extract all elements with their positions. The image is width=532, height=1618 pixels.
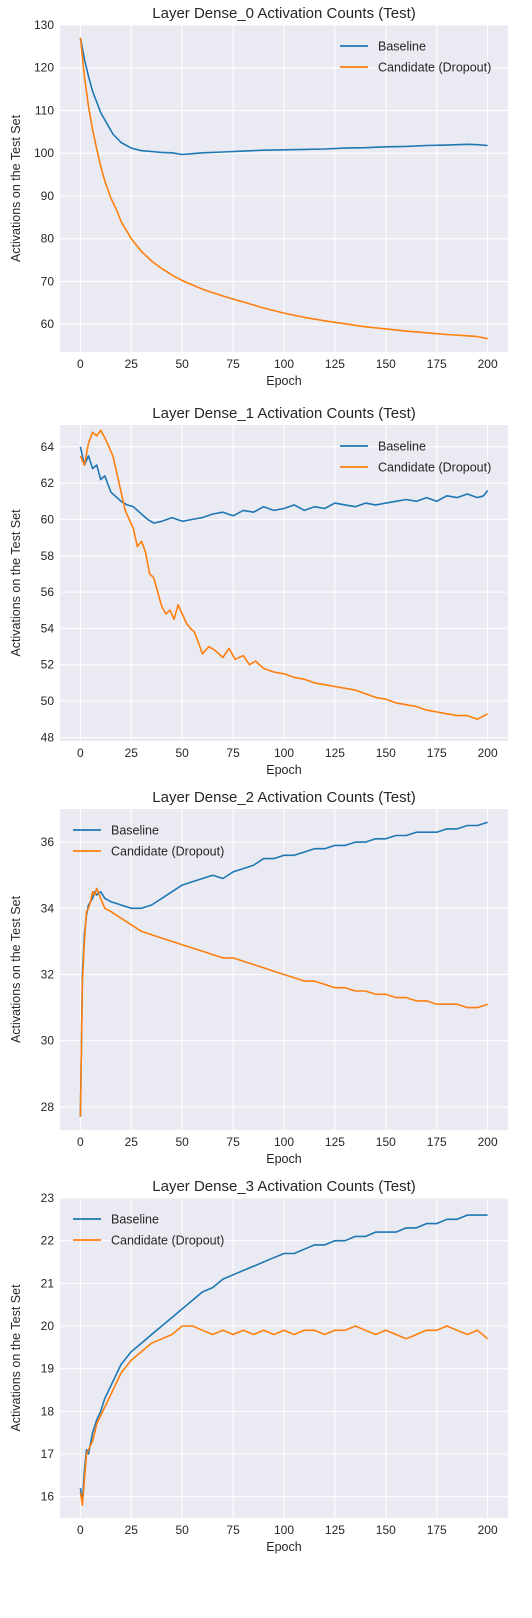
y-tick-label: 50 — [41, 694, 55, 708]
x-tick-label: 25 — [125, 1135, 139, 1149]
y-tick-label: 64 — [41, 440, 55, 454]
x-tick-label: 0 — [77, 1523, 84, 1537]
x-tick-label: 125 — [325, 1523, 345, 1537]
legend-label: Candidate (Dropout) — [111, 845, 224, 859]
y-axis-label: Activations on the Test Set — [9, 509, 23, 657]
y-tick-label: 60 — [41, 317, 55, 331]
legend-label: Baseline — [378, 40, 426, 54]
x-tick-label: 175 — [427, 1135, 447, 1149]
y-tick-label: 16 — [41, 1490, 55, 1504]
x-tick-label: 200 — [478, 1135, 498, 1149]
x-tick-label: 200 — [478, 357, 498, 371]
x-tick-label: 50 — [176, 357, 190, 371]
x-tick-label: 100 — [274, 1523, 294, 1537]
y-tick-label: 110 — [35, 103, 54, 117]
y-tick-label: 34 — [41, 901, 55, 915]
chart-3: 0 25 50 75 100 125 150 175 200 16 17 18 19 20 21 22 23 La… — [9, 1178, 508, 1554]
x-tick-label: 150 — [376, 1523, 396, 1537]
x-tick-label: 125 — [325, 1135, 345, 1149]
y-tick-label: 17 — [41, 1447, 55, 1461]
x-tick-label: 175 — [427, 357, 447, 371]
x-tick-label: 75 — [226, 1135, 240, 1149]
x-tick-label: 75 — [226, 1523, 240, 1537]
x-axis-label: Epoch — [266, 374, 301, 388]
x-tick-label: 150 — [376, 357, 396, 371]
x-tick-label: 0 — [77, 1135, 84, 1149]
chart-title: Layer Dense_1 Activation Counts (Test) — [152, 405, 415, 422]
series-line-0 — [79, 446, 489, 524]
series-line-1 — [79, 1325, 489, 1506]
x-tick-label: 200 — [478, 1523, 498, 1537]
y-tick-label: 23 — [41, 1191, 55, 1205]
y-tick-label: 19 — [41, 1362, 55, 1376]
series-line-1 — [79, 429, 488, 720]
series-line-0 — [79, 821, 488, 1117]
x-tick-label: 0 — [77, 746, 84, 760]
x-tick-label: 50 — [176, 1523, 190, 1537]
y-tick-label: 21 — [41, 1276, 55, 1290]
y-axis-label: Activations on the Test Set — [9, 1284, 23, 1432]
y-axis-label: Activations on the Test Set — [9, 114, 23, 262]
y-tick-label: 22 — [41, 1234, 55, 1248]
y-tick-label: 48 — [41, 730, 55, 744]
legend-label: Baseline — [378, 440, 426, 454]
x-tick-label: 0 — [77, 357, 84, 371]
series-line-0 — [79, 1214, 488, 1502]
chart-0: 0 25 50 75 100 125 150 175 200 60 70 80 90 100 110 120 1… — [9, 5, 508, 388]
legend-label: Candidate (Dropout) — [378, 461, 491, 475]
x-tick-label: 50 — [176, 746, 190, 760]
y-tick-label: 56 — [41, 585, 55, 599]
y-tick-label: 58 — [41, 549, 55, 563]
x-tick-label: 150 — [376, 1135, 396, 1149]
x-axis-label: Epoch — [266, 763, 301, 777]
x-tick-label: 25 — [125, 746, 139, 760]
y-axis-label: Activations on the Test Set — [9, 895, 23, 1043]
x-axis-label: Epoch — [266, 1540, 301, 1554]
y-tick-label: 52 — [41, 658, 55, 672]
y-tick-label: 28 — [41, 1100, 55, 1114]
series-line-1 — [79, 37, 488, 340]
x-tick-label: 100 — [274, 1135, 294, 1149]
x-tick-label: 50 — [176, 1135, 190, 1149]
y-tick-label: 80 — [41, 232, 55, 246]
x-tick-label: 100 — [274, 746, 294, 760]
y-tick-label: 100 — [34, 146, 54, 160]
chart-1: 0 25 50 75 100 125 150 175 200 48 50 52 54 56 58 60 62 64… — [9, 405, 508, 777]
x-axis-label: Epoch — [266, 1152, 301, 1166]
series-line-1 — [79, 887, 488, 1117]
x-tick-label: 125 — [325, 746, 345, 760]
x-tick-label: 150 — [376, 746, 396, 760]
x-tick-label: 175 — [427, 746, 447, 760]
x-tick-label: 100 — [274, 357, 294, 371]
x-tick-label: 25 — [125, 1523, 139, 1537]
x-tick-label: 125 — [325, 357, 345, 371]
x-tick-label: 75 — [226, 746, 240, 760]
legend-label: Baseline — [111, 1213, 159, 1227]
y-tick-label: 120 — [34, 61, 54, 75]
y-tick-label: 62 — [41, 476, 55, 490]
y-tick-label: 20 — [41, 1319, 55, 1333]
y-tick-label: 32 — [41, 967, 55, 981]
y-tick-label: 60 — [41, 512, 55, 526]
x-tick-label: 75 — [226, 357, 240, 371]
chart-2: 0 25 50 75 100 125 150 175 200 28 30 32 34 36 Layer De… — [9, 789, 508, 1166]
y-tick-label: 90 — [41, 189, 55, 203]
y-tick-label: 54 — [41, 621, 55, 635]
x-tick-label: 175 — [427, 1523, 447, 1537]
y-tick-label: 70 — [41, 274, 55, 288]
y-tick-label: 18 — [41, 1404, 55, 1418]
chart-title: Layer Dense_2 Activation Counts (Test) — [152, 789, 415, 806]
legend-label: Candidate (Dropout) — [111, 1234, 224, 1248]
chart-title: Layer Dense_0 Activation Counts (Test) — [152, 5, 415, 22]
legend-label: Candidate (Dropout) — [378, 61, 491, 75]
y-tick-label: 36 — [41, 835, 55, 849]
legend-label: Baseline — [111, 824, 159, 838]
y-tick-label: 130 — [34, 18, 54, 32]
chart-title: Layer Dense_3 Activation Counts (Test) — [152, 1178, 415, 1195]
x-tick-label: 25 — [125, 357, 139, 371]
x-tick-label: 200 — [478, 746, 498, 760]
y-tick-label: 30 — [41, 1034, 55, 1048]
series-line-0 — [79, 37, 488, 156]
